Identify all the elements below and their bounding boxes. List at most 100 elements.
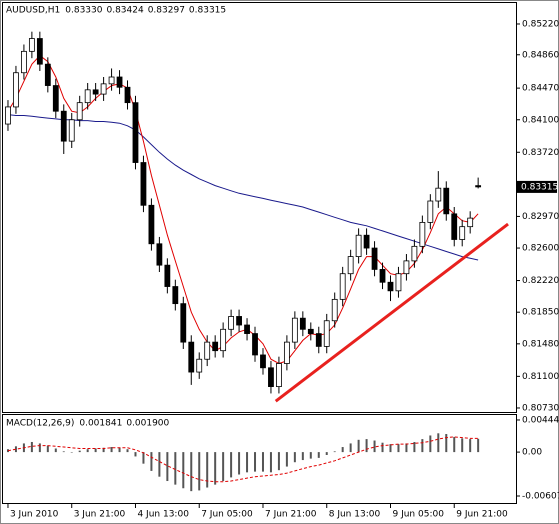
y-tick-label: 0.81480 [522, 339, 559, 349]
y-tick-label: 0.84470 [522, 84, 559, 94]
macd-bar [214, 452, 217, 485]
ma-slow [7, 114, 479, 261]
candle-body [172, 286, 179, 305]
candle-body [379, 269, 386, 283]
title-value: 0.001900 [126, 419, 169, 429]
candle-body [411, 245, 418, 262]
y-tick-label: -0.00607 [522, 491, 559, 501]
title-value: 0.83315 [189, 6, 226, 16]
candle-body [220, 328, 227, 352]
macd-bar [365, 439, 368, 453]
macd-bar [126, 449, 129, 453]
candle-body [212, 341, 219, 352]
candle-body [52, 85, 59, 112]
candle-body [347, 256, 354, 275]
candle-body [403, 260, 410, 275]
macd-bar [142, 452, 145, 464]
macd-bar [206, 452, 209, 488]
candle-body [475, 185, 482, 188]
x-tick-label: 4 Jun 13:00 [137, 510, 189, 520]
candle-body [331, 298, 338, 322]
macd-bar [293, 452, 296, 463]
candle-body [60, 110, 67, 142]
candle-body [260, 354, 266, 369]
candle-body [68, 119, 75, 142]
candle-body [100, 83, 107, 95]
macd-bar [349, 443, 352, 453]
macd-bar [317, 452, 320, 458]
macd-bar [333, 451, 336, 453]
macd-bar [325, 452, 328, 455]
candle-body [291, 317, 298, 343]
macd-bar [86, 449, 89, 453]
candle-body [28, 38, 35, 52]
macd-bar [54, 448, 57, 453]
macd-bar [46, 445, 49, 453]
macd-bar [277, 452, 280, 471]
macd-bar [389, 444, 392, 453]
macd-bar [30, 441, 33, 453]
macd-bar [261, 452, 264, 472]
candle-body [276, 363, 282, 387]
candle-body [371, 247, 378, 270]
title-value: 0.83330 [65, 6, 102, 16]
macd-bar [405, 443, 408, 453]
y-tick-label: 0.80730 [522, 403, 559, 413]
candle-body [188, 341, 195, 373]
macd-bar [110, 447, 113, 453]
macd-bar [78, 450, 81, 453]
candle-body [76, 102, 83, 121]
macd-bar [166, 452, 169, 482]
candle-body [180, 303, 187, 343]
macd-bar [461, 438, 464, 453]
macd-bar [230, 452, 233, 478]
candle-body [252, 333, 258, 356]
macd-bar [134, 452, 137, 457]
macd-bar [469, 439, 472, 453]
candle-body [84, 89, 91, 104]
candle-body [44, 63, 51, 86]
candle-body [419, 221, 426, 247]
candle-body [148, 204, 155, 245]
candle-body [164, 264, 171, 287]
candle-body [395, 273, 402, 292]
macd-bar [118, 447, 121, 453]
candle-body [467, 217, 474, 228]
candle-body [443, 187, 450, 215]
macd-bar [94, 448, 97, 453]
y-tick-label: 0.82600 [522, 244, 559, 254]
macd-bar [174, 452, 177, 485]
macd-bar [373, 440, 376, 453]
x-tick-label: 9 Jun 05:00 [392, 510, 444, 520]
candle-body [363, 234, 370, 249]
candle-body [283, 341, 290, 364]
macd-bar [246, 452, 249, 473]
macd-bar [198, 452, 201, 491]
candle-body [124, 86, 131, 104]
macd-bar [437, 433, 440, 453]
candle-body [268, 367, 274, 387]
macd-bar [62, 451, 65, 453]
x-tick-label: 7 Jun 05:00 [201, 510, 253, 520]
candle-body [451, 213, 458, 240]
macd-bar [269, 452, 272, 473]
candle-body [323, 320, 330, 347]
macd-bar [357, 439, 360, 453]
y-tick-label: 0.84860 [522, 50, 559, 60]
candle-body [13, 72, 19, 108]
candle-body [228, 316, 235, 330]
x-tick-label: 7 Jun 21:00 [265, 510, 317, 520]
macd-bar [309, 452, 312, 459]
candle-body [132, 102, 139, 163]
macd-bar [341, 447, 344, 453]
price-panel [2, 2, 517, 413]
y-tick-label: 0.85220 [522, 19, 559, 29]
y-tick-label: 0.84100 [522, 115, 559, 125]
macd-bar [477, 438, 480, 453]
candle-body [21, 50, 27, 74]
x-tick-label: 9 Jun 21:00 [456, 510, 508, 520]
x-tick-label: 3 Jun 2010 [10, 510, 59, 520]
macd-bar [285, 452, 288, 467]
